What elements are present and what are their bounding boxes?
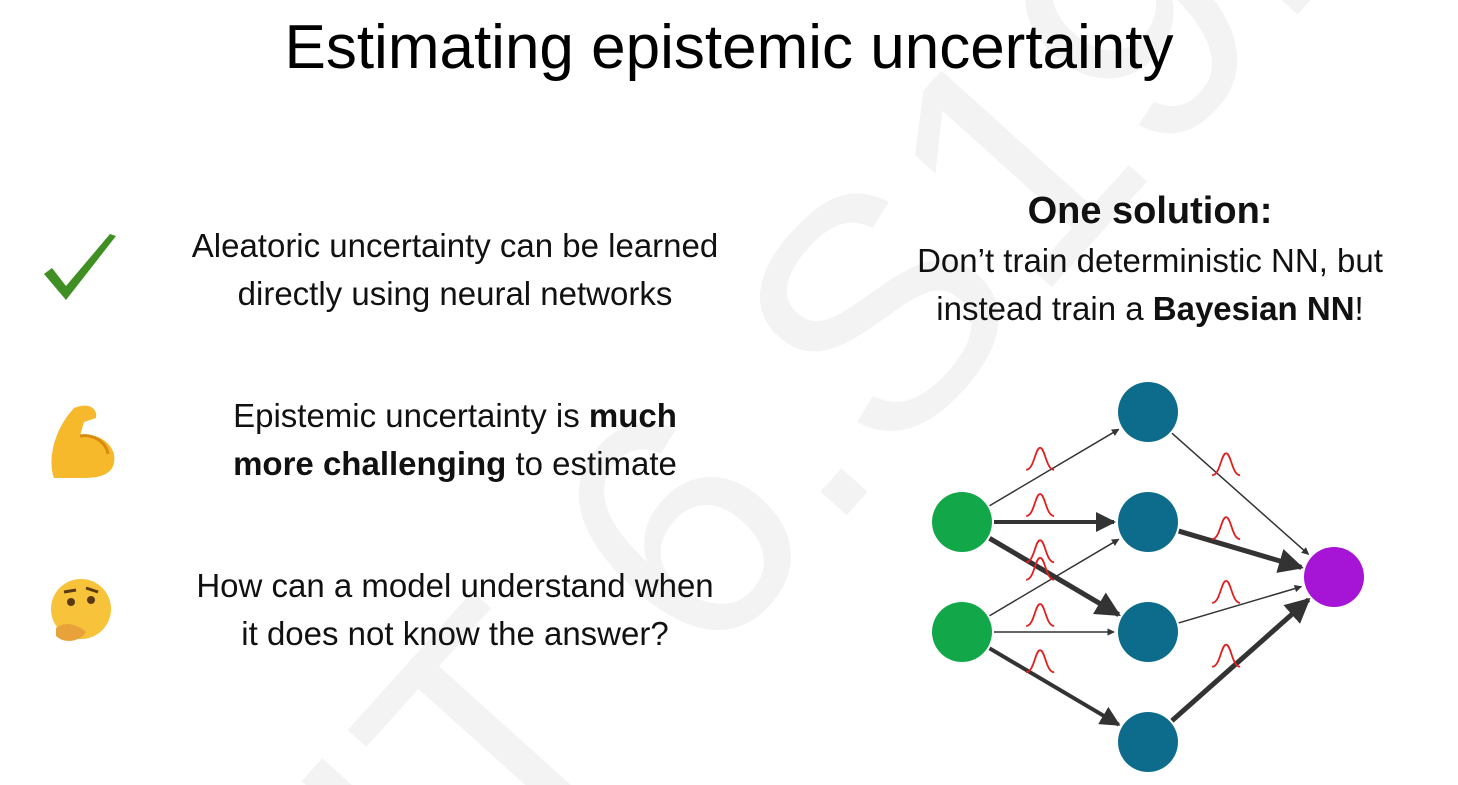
text: How can a model understand when — [196, 567, 714, 604]
text: ! — [1354, 290, 1364, 327]
text-line: directly using neural networks — [140, 270, 770, 318]
neuron — [932, 492, 992, 552]
edge — [1178, 584, 1303, 624]
text-line: Don’t train deterministic NN, but — [860, 237, 1440, 285]
thinking-icon — [51, 579, 111, 641]
text: instead train a — [936, 290, 1153, 327]
bold-text: much — [588, 397, 677, 434]
weight-distribution — [1211, 516, 1241, 540]
weight-distribution — [1211, 643, 1241, 668]
edge — [988, 646, 1121, 727]
edge — [989, 538, 1120, 617]
weight-distribution — [1211, 452, 1241, 477]
neuron — [1118, 712, 1178, 772]
neuron — [932, 602, 992, 662]
weight-distribution — [1025, 539, 1055, 564]
flex-icon — [51, 405, 115, 478]
text-line: Epistemic uncertainty is much — [140, 392, 770, 440]
text-line: more challenging to estimate — [140, 440, 770, 488]
solution-text: Don’t train deterministic NN, but instead… — [860, 237, 1440, 333]
weight-distribution — [1025, 649, 1055, 674]
text: Don’t train deterministic NN, but — [917, 242, 1383, 279]
edge — [1177, 528, 1304, 573]
weight-distribution — [1025, 493, 1055, 517]
neuron — [1118, 382, 1178, 442]
edge — [1171, 432, 1310, 555]
weight-distribution — [1025, 556, 1055, 581]
solution-heading: One solution: — [1027, 190, 1273, 232]
bullet: Epistemic uncertainty is much more challe… — [140, 392, 770, 488]
neuron — [1118, 602, 1178, 662]
bayesian-network-diagram — [932, 382, 1364, 772]
text-line: it does not know the answer? — [140, 610, 770, 658]
weight-distribution — [1025, 446, 1055, 471]
check-icon — [44, 234, 116, 300]
text: directly using neural networks — [237, 275, 673, 312]
weight-distribution — [1211, 579, 1241, 604]
edge — [988, 536, 1121, 617]
neuron — [1118, 492, 1178, 552]
neuron — [1304, 547, 1364, 607]
bullet: Aleatoric uncertainty can be learned dire… — [140, 222, 770, 318]
text: Epistemic uncertainty is — [233, 397, 589, 434]
edge — [989, 428, 1120, 507]
bullet: How can a model understand when it does n… — [140, 562, 770, 658]
text-line: instead train a Bayesian NN! — [860, 285, 1440, 333]
text-line: Aleatoric uncertainty can be learned — [140, 222, 770, 270]
solution: One solution: Don’t train deterministic … — [860, 185, 1440, 333]
weight-distribution — [1025, 603, 1055, 627]
text: Aleatoric uncertainty can be learned — [191, 227, 719, 264]
text-line: How can a model understand when — [140, 562, 770, 610]
text: it does not know the answer? — [241, 615, 669, 652]
edge — [1170, 597, 1311, 723]
bold-text: more challenging — [233, 445, 507, 482]
bold-text: Bayesian NN — [1152, 290, 1355, 327]
text: to estimate — [506, 445, 677, 482]
slide-title: Estimating epistemic uncertainty — [284, 13, 1174, 82]
